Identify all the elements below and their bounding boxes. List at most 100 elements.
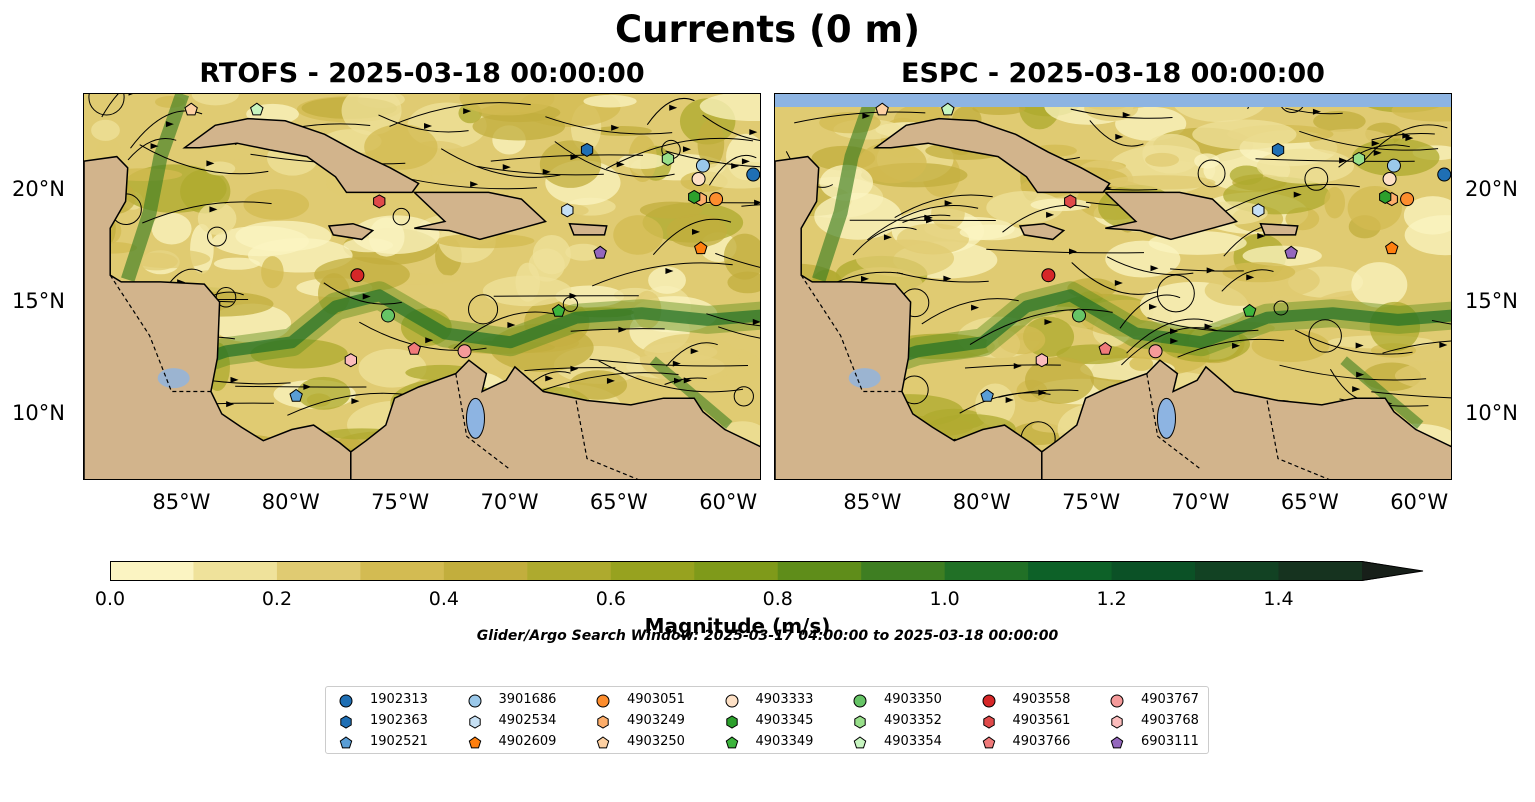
legend-label: 4903345	[755, 713, 814, 728]
pentagon-marker-icon	[339, 736, 353, 749]
platform-marker-1902363	[1271, 142, 1285, 157]
platform-marker-4903767	[1148, 344, 1163, 359]
platform-marker-4903354	[250, 102, 264, 116]
legend-label: 1902363	[370, 713, 428, 728]
rtofs-lat-tick: 10°N	[12, 400, 65, 425]
colorbar-label: Magnitude (m/s)	[644, 614, 831, 638]
espc-lon-tick: 85°W	[843, 490, 902, 514]
platform-marker-1902313	[746, 167, 760, 182]
colorbar-tick-label: 0.6	[595, 588, 626, 610]
legend-label: 1902521	[370, 734, 428, 749]
platform-marker-4903250	[875, 102, 889, 116]
colorbar-tick-label: 1.0	[929, 588, 960, 610]
rtofs-lon-tick: 60°W	[699, 490, 758, 514]
legend-label: 4903768	[1141, 713, 1199, 728]
hexagon-marker-icon	[597, 715, 609, 729]
platform-marker-4902534	[1252, 203, 1265, 218]
legend-label: 4903333	[755, 692, 814, 707]
colorbar-bin	[610, 561, 695, 581]
pentagon-marker-icon	[468, 736, 481, 749]
circle-marker-icon	[468, 694, 481, 708]
espc-lon-tick: 80°W	[952, 490, 1011, 514]
colorbar-tick-label: 1.2	[1096, 588, 1127, 610]
colorbar-bin	[861, 561, 946, 581]
platform-marker-4902609	[1385, 241, 1399, 255]
platform-marker-1902521	[980, 388, 994, 402]
platform-marker-4903561	[1064, 194, 1077, 209]
hexagon-marker-icon	[725, 715, 738, 729]
platform-marker-4903767	[457, 344, 472, 359]
legend-label: 4903766	[1012, 734, 1071, 749]
platform-marker-4903333	[1382, 172, 1397, 187]
platform-marker-4903558	[350, 268, 365, 283]
platform-legend: 1902313 1902363 1902521 3901686 4902534 49026…	[325, 686, 1209, 754]
platform-marker-4903349	[551, 303, 566, 317]
legend-label: 1902313	[370, 692, 428, 707]
espc-lon-tick: 65°W	[1280, 490, 1339, 514]
colorbar-tick-label: 0.8	[762, 588, 793, 610]
platform-marker-1902363	[580, 142, 594, 157]
espc-lat-tick: 20°N	[1465, 177, 1518, 202]
platform-marker-4903766	[1098, 341, 1112, 355]
legend-label: 4903249	[627, 713, 685, 728]
circle-marker-icon	[725, 694, 738, 708]
platform-marker-4903354	[941, 102, 955, 116]
pentagon-marker-icon	[982, 736, 995, 749]
platform-marker-4903349	[1242, 303, 1257, 317]
platform-marker-4903558	[1041, 268, 1056, 283]
espc-map-panel	[774, 93, 1452, 480]
espc-lat-tick: 15°N	[1465, 289, 1518, 314]
rtofs-lat-tick: 20°N	[12, 177, 65, 202]
espc-lon-tick: 75°W	[1062, 490, 1121, 514]
colorbar-tick-label: 0.4	[428, 588, 459, 610]
colorbar-tick-label: 1.4	[1263, 588, 1294, 610]
platform-marker-1902521	[289, 388, 303, 402]
platform-marker-3901686	[695, 158, 710, 173]
hexagon-marker-icon	[468, 715, 481, 729]
colorbar-bin	[1195, 561, 1280, 581]
platform-marker-4903352	[661, 151, 675, 166]
espc-lon-tick: 70°W	[1171, 490, 1230, 514]
rtofs-map-panel	[83, 93, 761, 480]
platform-marker-4903768	[1035, 353, 1048, 368]
legend-label: 4903558	[1012, 692, 1071, 707]
colorbar-bin	[443, 561, 528, 581]
platform-marker-4903051	[709, 192, 724, 207]
platform-marker-4903561	[373, 194, 386, 209]
platform-marker-4902609	[694, 241, 708, 255]
colorbar-bin	[1278, 561, 1363, 581]
espc-lon-tick: 60°W	[1390, 490, 1449, 514]
rtofs-lon-tick: 70°W	[480, 490, 539, 514]
hexagon-marker-icon	[1111, 715, 1123, 729]
colorbar-bin	[193, 561, 278, 581]
pentagon-marker-icon	[596, 736, 610, 749]
legend-label: 4903561	[1012, 713, 1071, 728]
colorbar-bin	[276, 561, 361, 581]
colorbar-bin	[1111, 561, 1196, 581]
legend-label: 4903349	[755, 734, 814, 749]
colorbar-bin	[110, 561, 194, 581]
colorbar-bin	[527, 561, 612, 581]
colorbar-tick-label: 0.0	[94, 588, 126, 610]
pentagon-marker-icon	[725, 736, 738, 749]
hexagon-marker-icon	[340, 715, 352, 729]
colorbar-bin	[694, 561, 779, 581]
hexagon-marker-icon	[982, 715, 995, 729]
colorbar	[110, 561, 1424, 581]
figure-title: Currents (0 m)	[614, 8, 920, 51]
platform-marker-4903250	[184, 102, 198, 116]
search-window-caption: Glider/Argo Search Window: 2025-03-17 04…	[476, 628, 1059, 644]
rtofs-lon-tick: 65°W	[589, 490, 648, 514]
rtofs-lon-tick: 75°W	[371, 490, 430, 514]
rtofs-lon-tick: 80°W	[261, 490, 320, 514]
colorbar-bin	[944, 561, 1029, 581]
legend-label: 4903250	[627, 734, 685, 749]
rtofs-panel-title: RTOFS - 2025-03-18 00:00:00	[199, 58, 645, 89]
pentagon-marker-icon	[1110, 736, 1124, 749]
legend-label: 6903111	[1141, 734, 1199, 749]
platform-marker-4903051	[1400, 192, 1415, 207]
circle-marker-icon	[1110, 694, 1124, 708]
platform-marker-4903345	[1379, 189, 1392, 204]
legend-label: 4903350	[884, 692, 942, 707]
platform-marker-3901686	[1386, 158, 1401, 173]
